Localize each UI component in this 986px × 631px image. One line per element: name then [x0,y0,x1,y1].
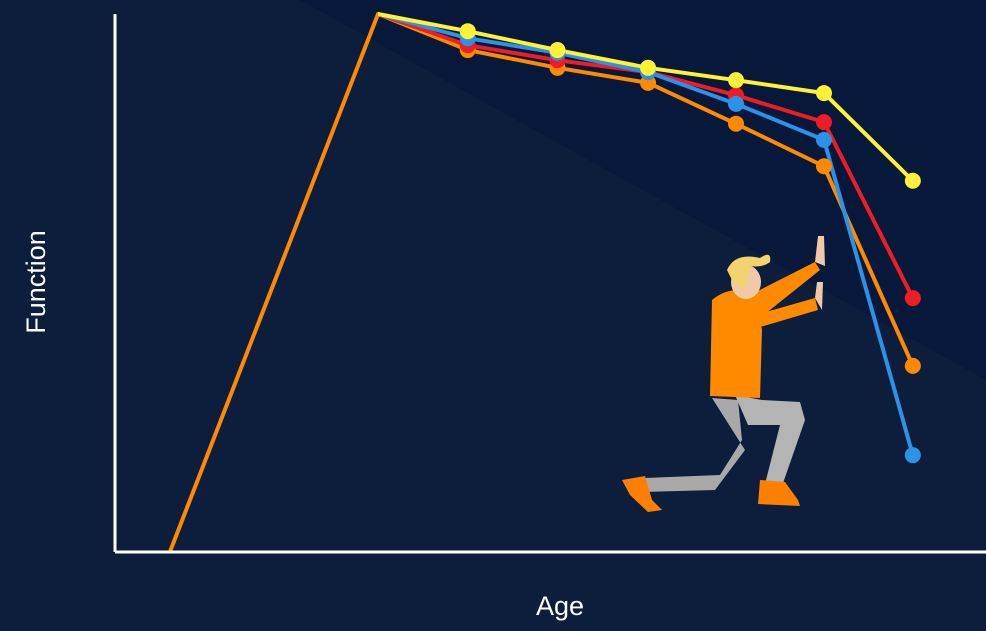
data-point [815,158,832,175]
background-band [300,0,986,380]
data-point [815,114,832,131]
data-point [904,172,921,189]
y-axis-label: Function [21,230,51,334]
data-point [815,85,832,102]
data-point [728,95,745,112]
data-point [904,290,921,307]
plot [168,12,921,553]
data-point [640,59,657,76]
data-point [549,42,566,59]
person-illustration [622,236,825,512]
data-point [728,115,745,132]
data-point [459,23,476,40]
data-point [728,72,745,89]
data-point [904,447,921,464]
data-point [815,131,832,148]
data-point [904,357,921,374]
x-axis-label: Age [536,591,584,621]
